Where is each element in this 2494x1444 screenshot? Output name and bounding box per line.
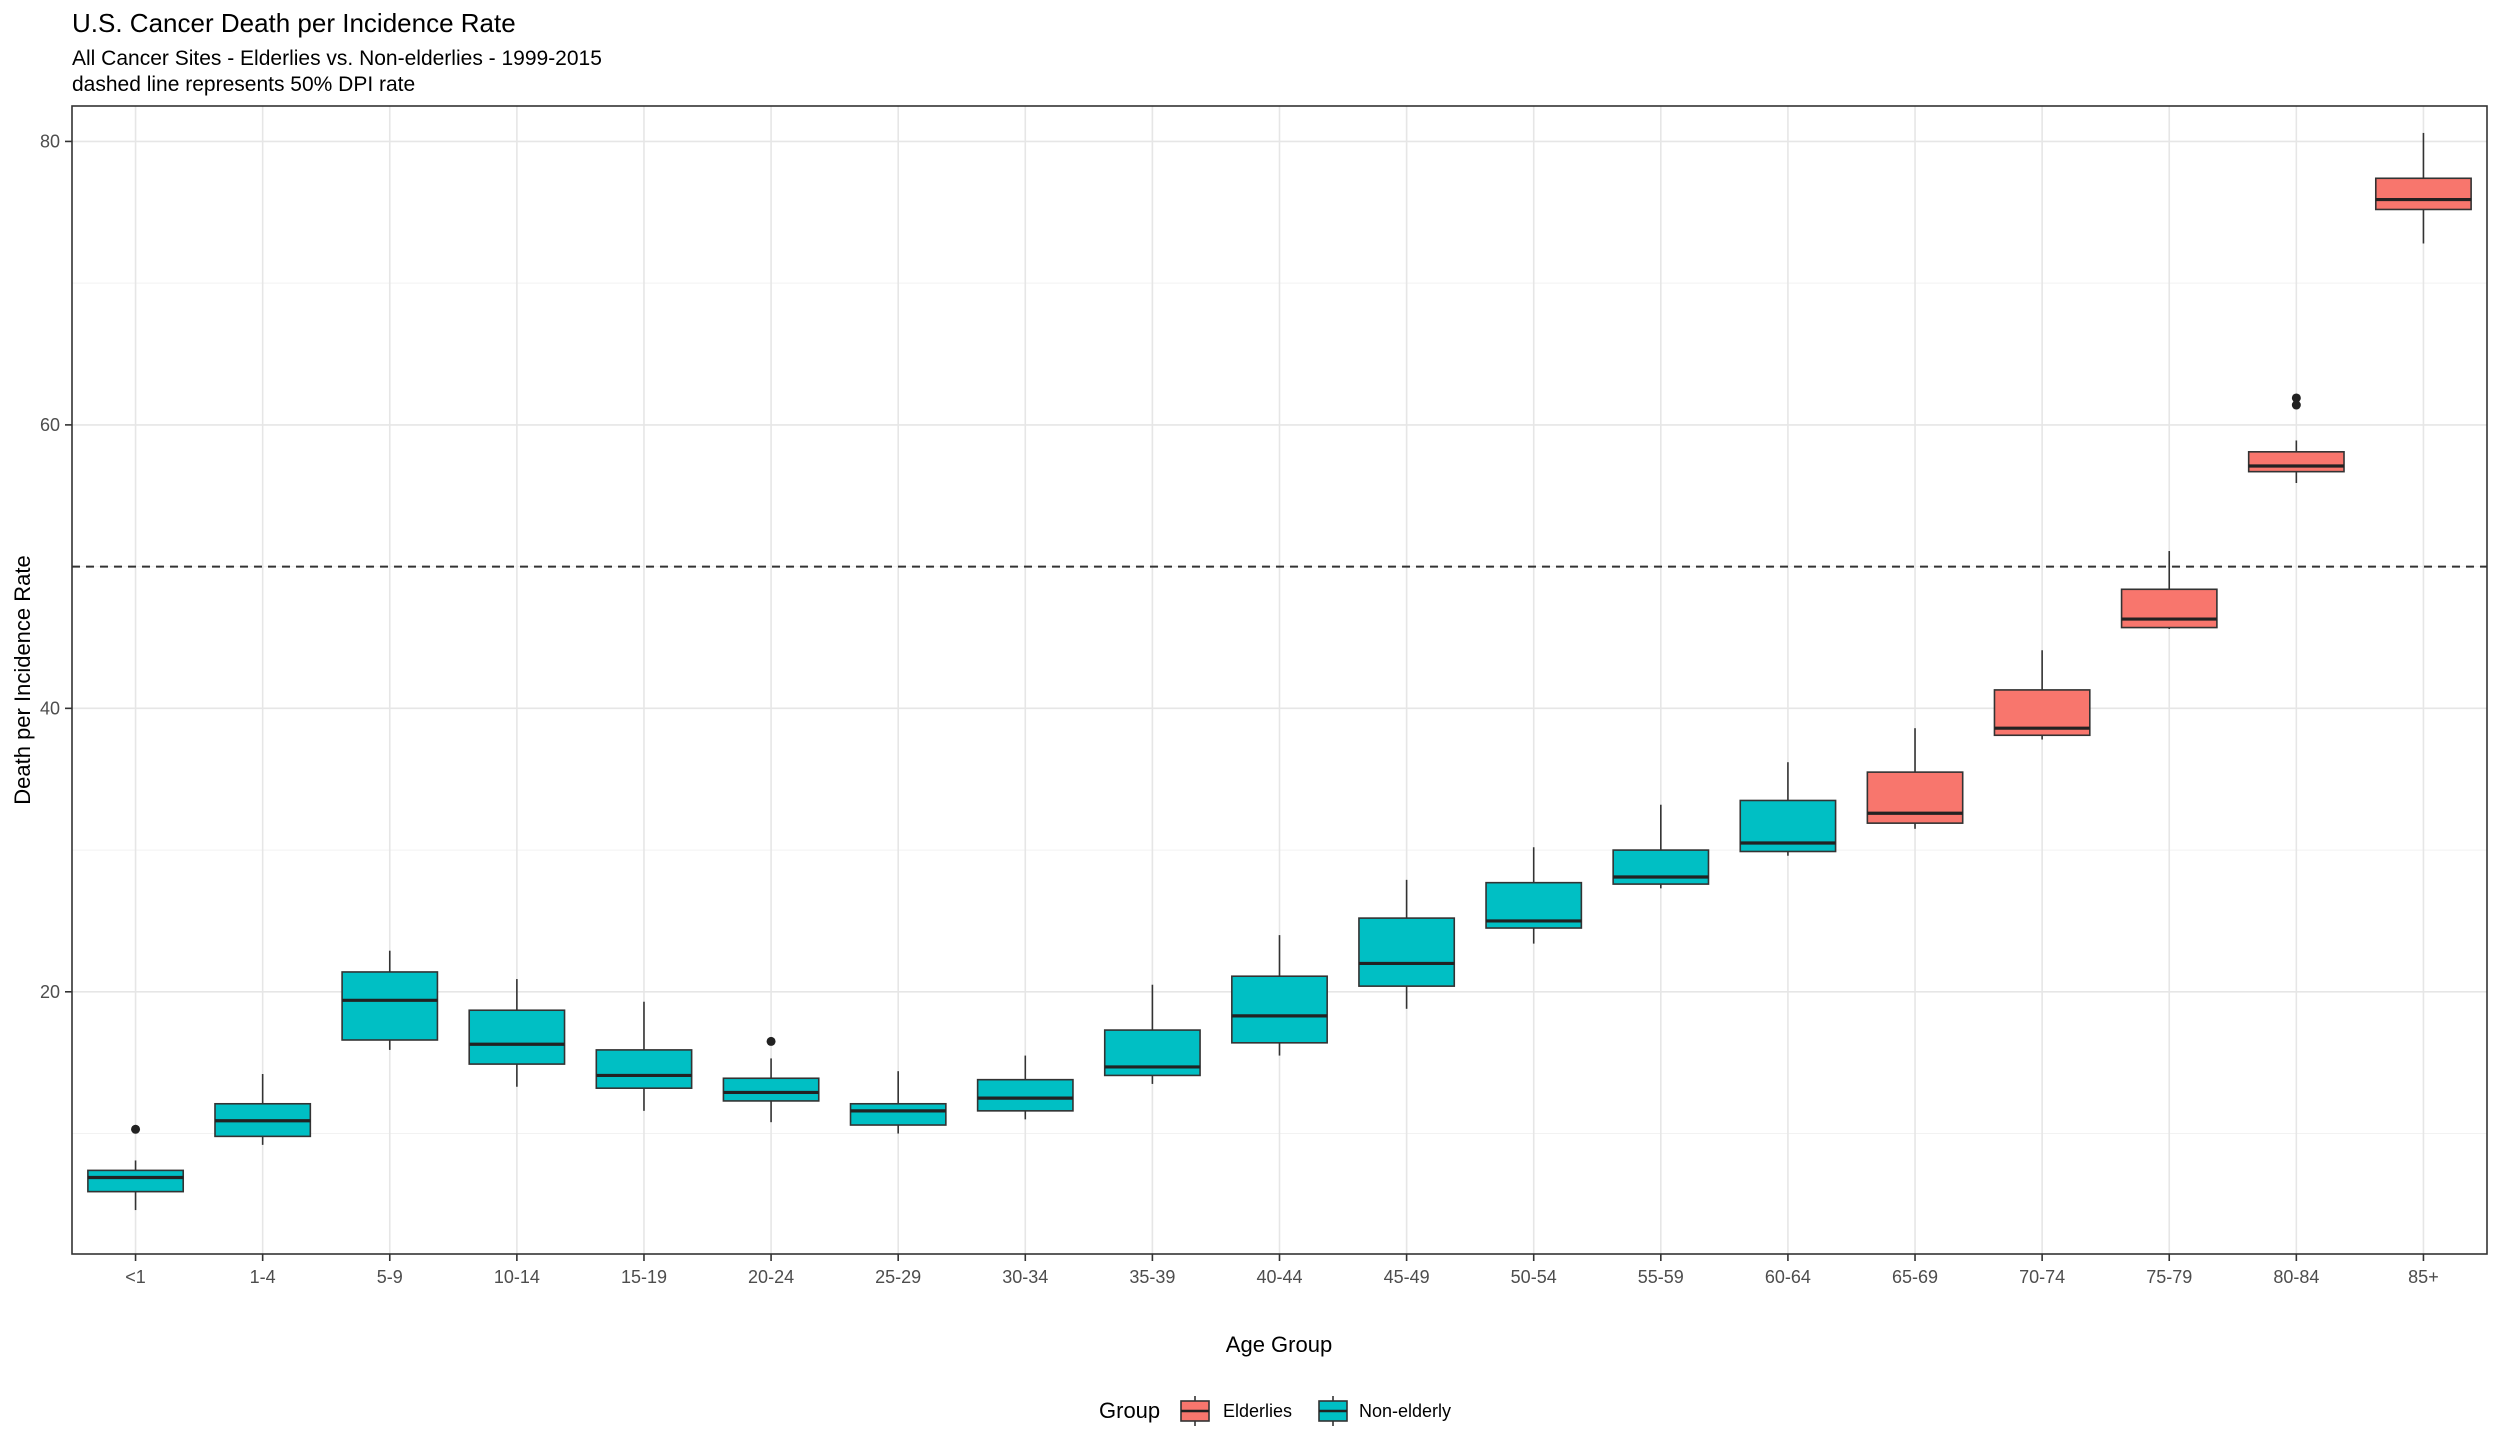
box-55-59 [1612, 804, 1710, 889]
x-tick-label: 5-9 [377, 1267, 403, 1287]
x-tick-label: 35-39 [1129, 1267, 1175, 1287]
x-tick-label: 25-29 [875, 1267, 921, 1287]
legend-label: Non-elderly [1359, 1401, 1451, 1421]
x-tick-label: 70-74 [2019, 1267, 2065, 1287]
x-tick-label: 60-64 [1765, 1267, 1811, 1287]
x-tick-label: <1 [125, 1267, 146, 1287]
x-tick-label: 15-19 [621, 1267, 667, 1287]
outlier-point [2291, 393, 2301, 403]
x-axis: <1 1-4 5-9 10-14 15-19 20-24 25-29 30-34 35-39 40… [125, 1254, 2439, 1287]
x-tick-label: 80-84 [2273, 1267, 2319, 1287]
box-body [722, 1077, 820, 1102]
box-5-9 [341, 950, 439, 1050]
x-tick-label: 45-49 [1384, 1267, 1430, 1287]
x-tick-label: 20-24 [748, 1267, 794, 1287]
box-25-29 [849, 1071, 947, 1134]
x-tick-label: 50-54 [1511, 1267, 1557, 1287]
boxes [87, 132, 2472, 1211]
grid [72, 106, 2487, 1254]
outlier-point [766, 1036, 776, 1046]
box-35-39 [1103, 984, 1201, 1084]
y-tick-label: 40 [40, 698, 60, 718]
x-tick-label: 1-4 [250, 1267, 276, 1287]
legend-item-non-elderly: Non-elderly [1318, 1396, 1451, 1426]
box-50-54 [1485, 847, 1583, 944]
legend: Group Elderlies Non-elderly [1099, 1396, 1451, 1426]
y-tick-label: 60 [40, 415, 60, 435]
x-tick-label: 10-14 [494, 1267, 540, 1287]
box-40-44 [1231, 935, 1328, 1056]
box-body [2374, 177, 2472, 211]
box-body [595, 1049, 693, 1089]
box-body [1358, 917, 1456, 987]
x-axis-title: Age Group [1226, 1332, 1332, 1357]
outlier-point [2291, 400, 2301, 410]
y-axis: 20 40 60 80 [40, 131, 72, 1002]
box-65-69 [1866, 728, 1964, 829]
box-body [1612, 849, 1710, 885]
outlier-point [131, 1124, 141, 1134]
box-45-49 [1358, 879, 1456, 1009]
box-10-14 [468, 979, 566, 1087]
box-20-24 [722, 1036, 820, 1123]
box-70-74 [1993, 650, 2091, 740]
box-body [468, 1009, 566, 1065]
box-body [1866, 771, 1964, 824]
box-85+ [2374, 132, 2472, 244]
chart-subtitle-line-2: dashed line represents 50% DPI rate [72, 73, 415, 96]
box-body [2247, 451, 2345, 473]
y-tick-label: 20 [40, 982, 60, 1002]
box-<1 [87, 1124, 185, 1211]
box-75-79 [2120, 551, 2218, 629]
box-body [1231, 975, 1328, 1044]
box-30-34 [976, 1055, 1074, 1120]
x-tick-label: 65-69 [1892, 1267, 1938, 1287]
box-body [1103, 1029, 1201, 1077]
x-tick-label: 40-44 [1256, 1267, 1302, 1287]
x-tick-label: 55-59 [1638, 1267, 1684, 1287]
box-body [2120, 588, 2218, 629]
box-1-4 [214, 1074, 312, 1145]
y-axis-title: Death per Incidence Rate [10, 555, 35, 805]
y-tick-label: 80 [40, 131, 60, 151]
box-body [341, 971, 439, 1041]
box-body [849, 1102, 947, 1126]
x-tick-label: 75-79 [2146, 1267, 2192, 1287]
legend-title: Group [1099, 1398, 1160, 1423]
box-60-64 [1739, 762, 1837, 856]
box-body [87, 1169, 185, 1193]
box-15-19 [595, 1001, 693, 1111]
chart-subtitle-line-1: All Cancer Sites - Elderlies vs. Non-eld… [72, 47, 602, 70]
box-body [976, 1078, 1074, 1112]
x-tick-label: 30-34 [1002, 1267, 1048, 1287]
legend-item-elderlies: Elderlies [1180, 1396, 1292, 1426]
legend-label: Elderlies [1223, 1401, 1292, 1421]
chart-title: U.S. Cancer Death per Incidence Rate [72, 8, 516, 38]
box-80-84 [2247, 393, 2345, 483]
x-tick-label: 85+ [2408, 1267, 2439, 1287]
